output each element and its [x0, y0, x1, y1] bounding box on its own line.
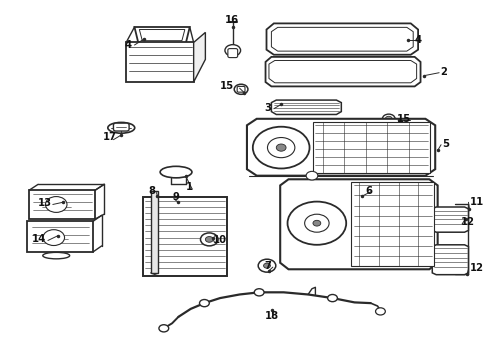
Text: 9: 9: [172, 192, 179, 202]
Circle shape: [375, 308, 385, 315]
Circle shape: [305, 171, 317, 180]
Text: 8: 8: [148, 186, 155, 196]
Polygon shape: [246, 119, 434, 176]
Circle shape: [200, 233, 218, 246]
Polygon shape: [265, 57, 420, 86]
Circle shape: [385, 116, 391, 121]
Circle shape: [312, 220, 320, 226]
Circle shape: [205, 237, 213, 242]
Polygon shape: [266, 23, 417, 55]
Bar: [142, 197, 226, 276]
Ellipse shape: [43, 252, 70, 259]
Polygon shape: [280, 179, 437, 269]
Circle shape: [224, 45, 240, 56]
Circle shape: [382, 114, 394, 123]
Circle shape: [45, 197, 67, 212]
FancyBboxPatch shape: [237, 86, 244, 92]
Text: 11: 11: [468, 197, 483, 207]
Text: 13: 13: [37, 198, 51, 208]
Bar: [350, 182, 433, 266]
Text: 4: 4: [413, 35, 421, 45]
Polygon shape: [193, 32, 205, 82]
Polygon shape: [271, 27, 412, 51]
Bar: [312, 122, 429, 173]
Text: 12: 12: [460, 217, 474, 228]
Text: 4: 4: [124, 40, 132, 50]
Circle shape: [263, 263, 270, 268]
Circle shape: [304, 214, 328, 232]
Text: 10: 10: [212, 235, 226, 246]
Text: 14: 14: [32, 234, 46, 244]
Text: 7: 7: [264, 261, 271, 271]
Text: 15: 15: [396, 114, 410, 124]
Circle shape: [287, 202, 346, 245]
Polygon shape: [134, 27, 189, 43]
Bar: [150, 191, 158, 273]
Polygon shape: [268, 60, 416, 83]
Text: 6: 6: [365, 186, 372, 196]
Circle shape: [159, 325, 168, 332]
Circle shape: [43, 230, 64, 246]
Polygon shape: [27, 221, 93, 252]
Bar: [277, 62, 324, 81]
Ellipse shape: [160, 166, 191, 178]
Text: 2: 2: [439, 67, 446, 77]
Text: 18: 18: [264, 311, 278, 321]
FancyBboxPatch shape: [113, 123, 129, 131]
Circle shape: [267, 138, 294, 158]
Polygon shape: [271, 100, 341, 114]
Circle shape: [258, 259, 275, 272]
Text: 16: 16: [225, 15, 239, 25]
Circle shape: [327, 294, 337, 302]
Text: 3: 3: [264, 103, 271, 113]
Circle shape: [199, 300, 209, 307]
FancyBboxPatch shape: [227, 49, 237, 58]
Ellipse shape: [108, 122, 134, 133]
Text: 1: 1: [186, 182, 193, 192]
Circle shape: [252, 127, 309, 168]
Circle shape: [254, 289, 264, 296]
Text: 17: 17: [103, 132, 117, 142]
Text: 5: 5: [442, 139, 448, 149]
Text: 15: 15: [219, 81, 233, 91]
Circle shape: [276, 144, 285, 151]
Polygon shape: [431, 207, 468, 232]
Bar: [126, 42, 193, 82]
Text: 12: 12: [468, 263, 483, 273]
Polygon shape: [139, 30, 184, 41]
Polygon shape: [431, 245, 468, 275]
Circle shape: [234, 84, 247, 94]
Polygon shape: [29, 190, 95, 219]
